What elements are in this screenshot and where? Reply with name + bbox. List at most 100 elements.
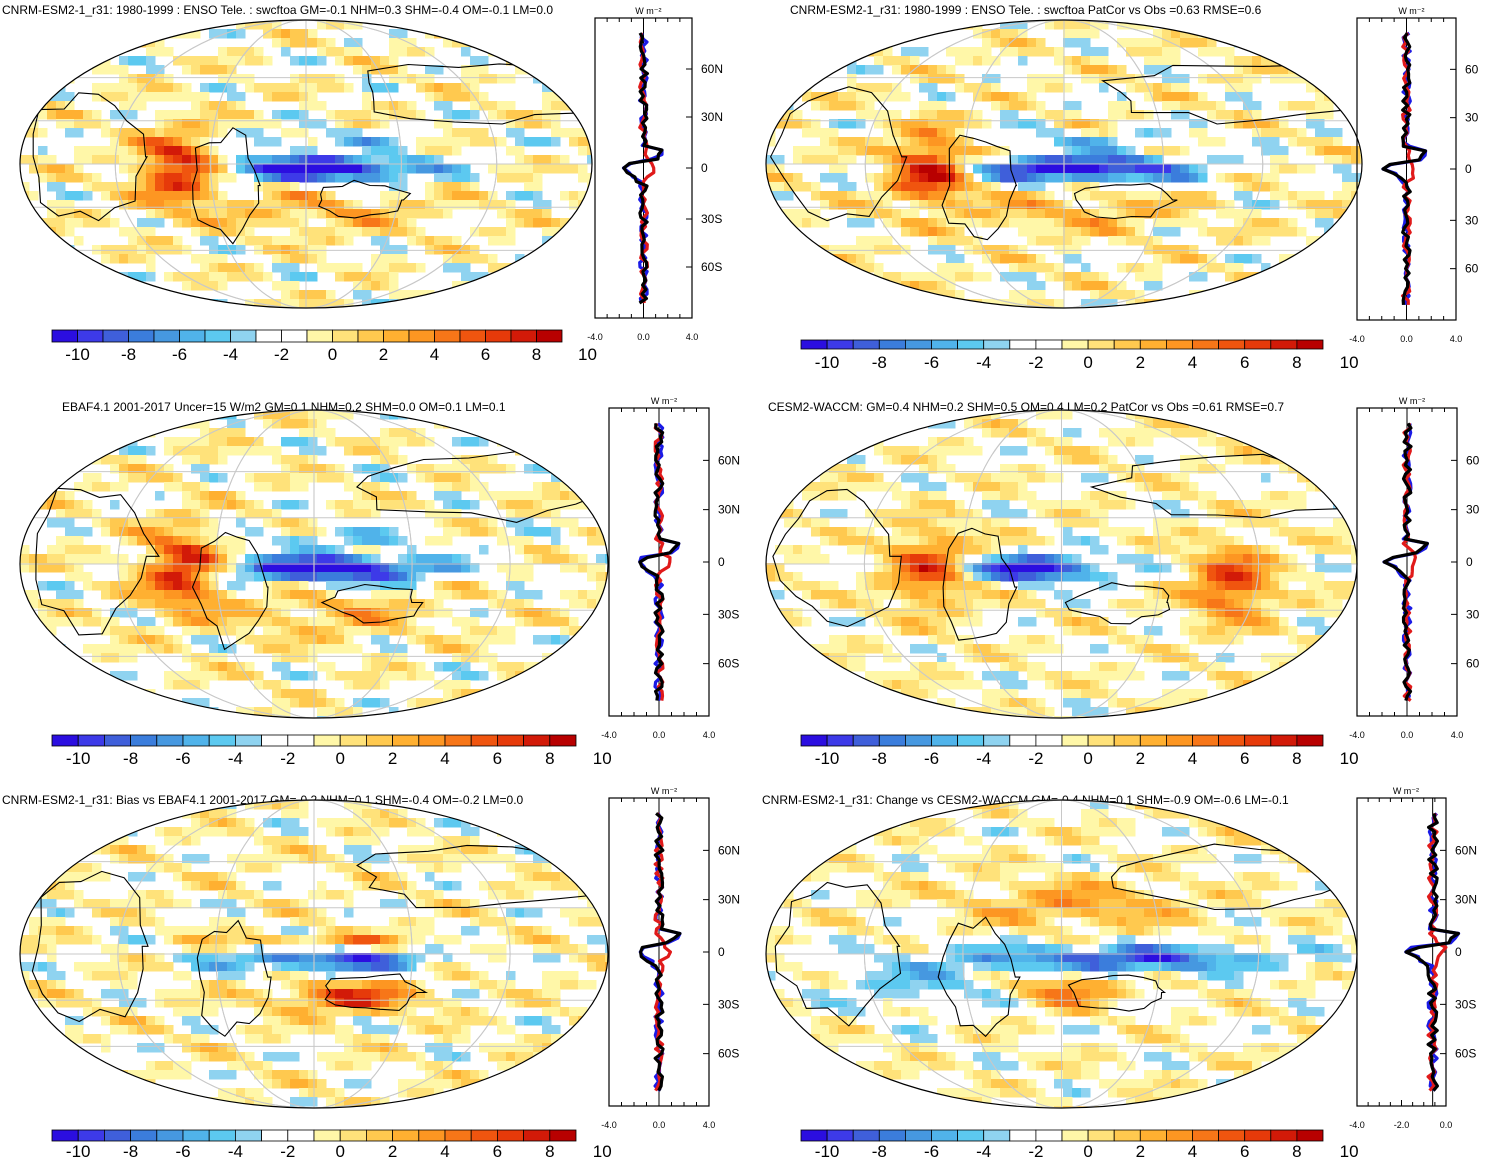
longitude-gridline [863,410,1260,718]
x-tick-label: 0.0 [1440,1120,1453,1130]
panel-graphics: W m⁻² 60N 30N 0 30S 60S -4.0 0.0 4.0 -10 -8 -6 -4 -2 0… [19,786,740,1161]
colorbar-cell [1087,339,1115,350]
map-border [19,799,609,1109]
coastline [324,973,429,1011]
map-field [766,800,1357,1108]
colorbar-cell [1139,734,1167,747]
colorbar-cell [1139,1129,1167,1142]
colorbar-tick-label: -10 [65,345,90,364]
colorbar-cell [104,1129,132,1142]
colorbar-cell [1035,1129,1063,1142]
colorbar-tick-label: -6 [924,749,939,768]
coastline [196,919,272,1037]
colorbar-tick-label: 8 [532,345,541,364]
colorbar-tick-label: -2 [1028,749,1043,768]
colorbar-cell [1087,734,1115,747]
colorbar-cell [208,734,236,747]
coastline [32,92,148,222]
lat-tick-label: 30N [701,110,723,124]
lat-tick-label: 60S [701,260,722,274]
colorbar-cell [523,1129,551,1142]
colorbar-tick-label: -8 [872,749,887,768]
coastline [35,487,160,636]
map-border [19,19,593,309]
profile-units: W m⁻² [651,396,677,406]
x-tick-label: 0.0 [637,332,650,342]
colorbar-tick-label: 4 [440,1142,449,1161]
profile-line-obs [1401,31,1415,305]
map-field [20,410,608,718]
colorbar-cell [1270,1129,1298,1142]
lat-tick-label: 30 [1466,503,1480,517]
colorbar-cell [204,329,231,343]
colorbar-cell [287,734,315,747]
lat-tick-label: 30 [1465,213,1479,227]
colorbar-cell [549,734,577,747]
coastline [191,531,269,651]
colorbar-cell [1009,339,1037,350]
colorbar-cell [1192,734,1220,747]
colorbar-cell [357,329,384,343]
coastline [942,527,1018,641]
longitude-gridline [215,410,413,718]
colorbar-cell [365,734,393,747]
colorbar-tick-label: -10 [66,1142,91,1161]
colorbar-cell [418,734,446,747]
lat-tick-label: 30S [701,212,722,226]
colorbar-cell [1113,339,1141,350]
colorbar-cell [306,329,333,343]
x-tick-label: 0.0 [1401,730,1414,740]
colorbar-cell [470,1129,498,1142]
colorbar-cell [878,734,906,747]
profile-line-obs [638,32,656,304]
lat-tick-label: 60 [1465,262,1479,276]
colorbar-tick-label: -8 [121,345,136,364]
colorbar-tick-label: 2 [1136,353,1145,372]
lat-tick-label: 60N [718,453,740,467]
colorbar-tick-label: -2 [1028,353,1043,372]
colorbar-cell [983,1129,1011,1142]
lat-tick-label: 30S [718,997,739,1011]
colorbar-tick-label: -10 [815,749,840,768]
colorbar-tick-label: 2 [388,1142,397,1161]
colorbar-cell [459,329,486,343]
profile-line-obs [653,812,672,1092]
colorbar-cell [156,734,184,747]
x-tick-label: 0.0 [653,1120,666,1130]
longitude-gridline [114,20,498,308]
colorbar-cell [1296,339,1324,350]
lat-tick-label: 30S [1455,997,1476,1011]
colorbar-cell [130,1129,158,1142]
profile-line-diff [1382,422,1429,702]
coastline [31,870,149,1023]
colorbar-cell [957,339,985,350]
lat-tick-label: 60N [718,843,740,857]
colorbar-cell [1009,1129,1037,1142]
colorbar-cell [179,329,206,343]
colorbar-tick-label: 0 [1083,353,1092,372]
colorbar-tick-label: -8 [123,749,138,768]
colorbar-tick-label: -4 [976,353,991,372]
x-tick-label: 4.0 [686,332,699,342]
profile-units: W m⁻² [1398,6,1424,16]
lat-tick-label: 0 [718,555,725,569]
lat-tick-label: 60S [1455,1047,1476,1061]
coastline [937,916,1021,1038]
x-tick-label: 4.0 [703,730,716,740]
profile-line-model [621,32,664,304]
panel-title: CNRM-ESM2-1_r31: 1980-1999 : ENSO Tele. … [790,3,1262,17]
colorbar-cell [104,734,132,747]
colorbar-tick-label: -4 [228,749,243,768]
coastline [772,488,902,628]
colorbar-tick-label: 6 [1240,353,1249,372]
colorbar-cell [800,1129,828,1142]
colorbar-cell [392,734,420,747]
colorbar-cell [51,1129,79,1142]
profile-line-diff [639,812,682,1092]
lat-tick-label: 0 [718,945,725,959]
colorbar-cell [1035,734,1063,747]
map-field [766,410,1357,718]
longitude-gridline [117,800,511,1108]
map-border [765,19,1363,309]
